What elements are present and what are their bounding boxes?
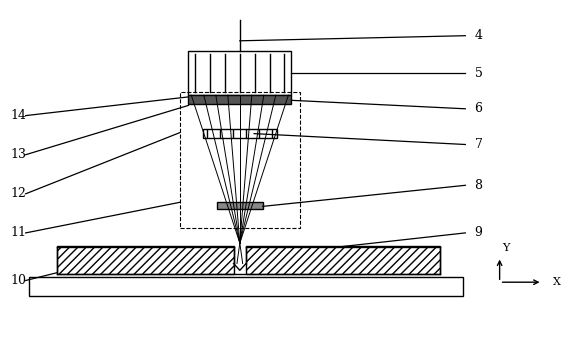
Bar <box>246 246 440 274</box>
Bar <box>217 202 263 209</box>
Bar <box>57 246 234 274</box>
Bar <box>203 129 277 138</box>
Text: 12: 12 <box>10 187 26 200</box>
Text: 8: 8 <box>475 179 482 192</box>
Text: 9: 9 <box>475 226 482 239</box>
Text: 11: 11 <box>10 226 26 239</box>
Text: 6: 6 <box>475 102 482 115</box>
Text: 4: 4 <box>475 29 482 42</box>
Text: Y: Y <box>502 243 509 253</box>
Text: X: X <box>553 277 561 287</box>
Bar <box>180 92 300 228</box>
Text: 14: 14 <box>10 109 26 122</box>
Text: 13: 13 <box>10 148 26 161</box>
Bar <box>188 51 291 95</box>
Bar <box>29 277 463 296</box>
Text: 5: 5 <box>475 67 482 80</box>
Text: 7: 7 <box>475 138 482 151</box>
Text: 10: 10 <box>10 274 26 287</box>
Bar <box>188 95 291 104</box>
